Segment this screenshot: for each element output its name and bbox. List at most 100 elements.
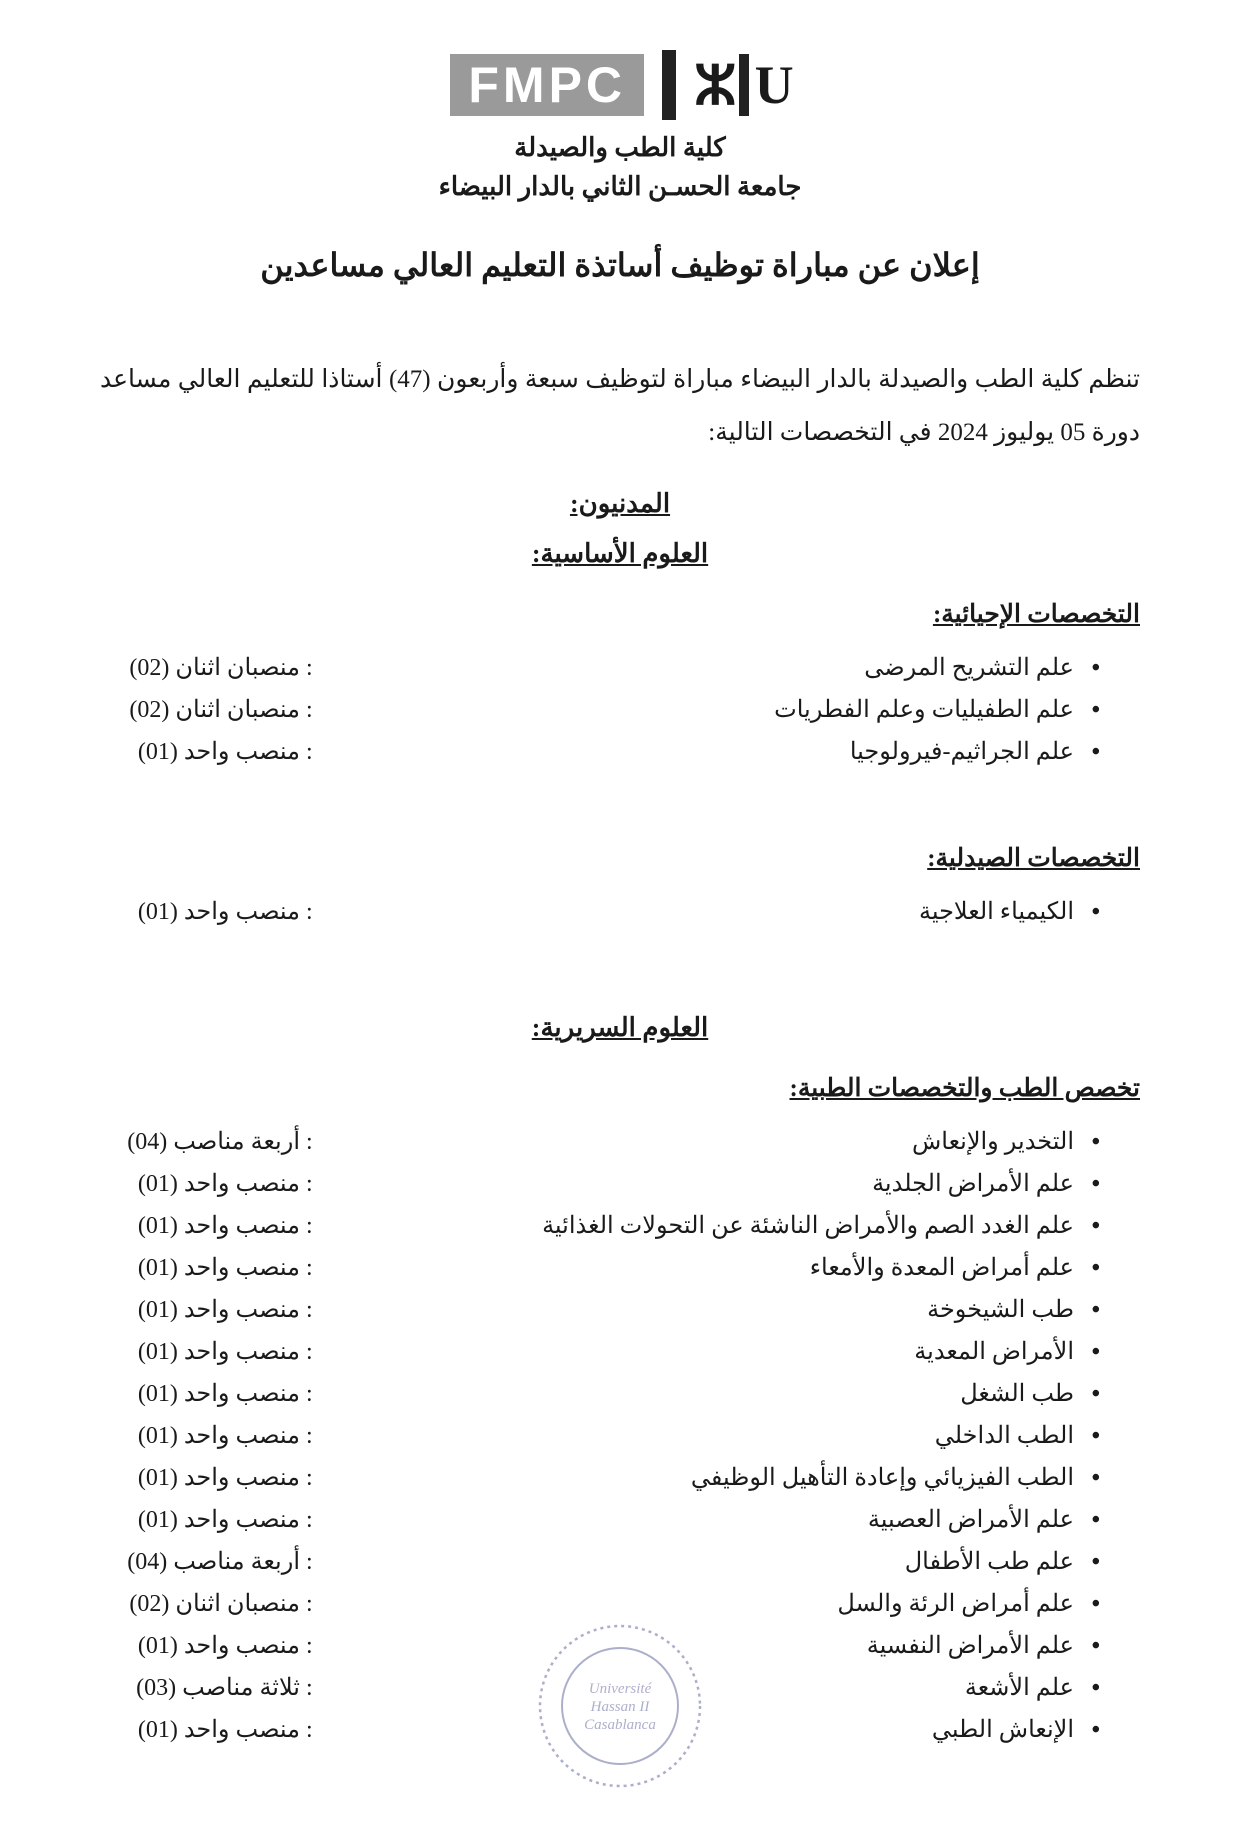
section-med-specs: تخصص الطب والتخصصات الطبية:: [100, 1073, 1140, 1103]
fmpc-logo-box: FMPC: [450, 54, 644, 116]
logo-separator: [662, 50, 676, 120]
logo-glyph-h: ⵣ: [694, 54, 733, 117]
bullet-icon: •: [1074, 1709, 1100, 1751]
colon: :: [300, 1331, 321, 1373]
spec-label: الأمراض المعدية: [321, 1331, 1074, 1373]
spec-label: علم أمراض الرئة والسل: [321, 1583, 1074, 1625]
list-item: •علم الأمراض الجلدية:منصب واحد (01): [100, 1163, 1140, 1205]
list-item: •طب الشغل:منصب واحد (01): [100, 1373, 1140, 1415]
spec-label: علم التشريح المرضى: [321, 647, 1074, 689]
colon: :: [300, 1121, 321, 1163]
list-item: •التخدير والإنعاش:أربعة مناصب (04): [100, 1121, 1140, 1163]
spec-label: طب الشيخوخة: [321, 1289, 1074, 1331]
announcement-title: إعلان عن مباراة توظيف أساتذة التعليم الع…: [100, 246, 1140, 284]
spec-label: الطب الفيزيائي وإعادة التأهيل الوظيفي: [321, 1457, 1074, 1499]
spec-label: علم الأمراض العصبية: [321, 1499, 1074, 1541]
bullet-icon: •: [1074, 1205, 1100, 1247]
spec-count: منصب واحد (01): [100, 891, 300, 933]
bullet-icon: •: [1074, 891, 1100, 933]
spec-label: التخدير والإنعاش: [321, 1121, 1074, 1163]
bullet-icon: •: [1074, 1583, 1100, 1625]
colon: :: [300, 647, 321, 689]
spec-label: علم الغدد الصم والأمراض الناشئة عن التحو…: [321, 1205, 1074, 1247]
bullet-icon: •: [1074, 1667, 1100, 1709]
colon: :: [300, 731, 321, 773]
list-item: •علم أمراض الرئة والسل:منصبان اثنان (02): [100, 1583, 1140, 1625]
spec-count: منصب واحد (01): [100, 1625, 300, 1667]
list-item: •الأمراض المعدية:منصب واحد (01): [100, 1331, 1140, 1373]
spec-label: طب الشغل: [321, 1373, 1074, 1415]
section-pharm-specs: التخصصات الصيدلية:: [100, 843, 1140, 873]
spec-count: أربعة مناصب (04): [100, 1121, 300, 1163]
spec-label: علم الأمراض الجلدية: [321, 1163, 1074, 1205]
bio-spec-list: •علم التشريح المرضى:منصبان اثنان (02)•عل…: [100, 647, 1140, 773]
spec-count: منصب واحد (01): [100, 1163, 300, 1205]
bullet-icon: •: [1074, 1499, 1100, 1541]
colon: :: [300, 1583, 321, 1625]
colon: :: [300, 1415, 321, 1457]
bullet-icon: •: [1074, 1163, 1100, 1205]
colon: :: [300, 1247, 321, 1289]
spec-label: الكيمياء العلاجية: [321, 891, 1074, 933]
institution-block: كلية الطب والصيدلة جامعة الحسـن الثاني ب…: [100, 128, 1140, 206]
list-item: •علم الغدد الصم والأمراض الناشئة عن التح…: [100, 1205, 1140, 1247]
colon: :: [300, 1163, 321, 1205]
stamp-line1: Université: [589, 1681, 653, 1697]
bullet-icon: •: [1074, 1457, 1100, 1499]
spec-label: علم الجراثيم-فيرولوجيا: [321, 731, 1074, 773]
bullet-icon: •: [1074, 1373, 1100, 1415]
spec-label: علم الطفيليات وعلم الفطريات: [321, 689, 1074, 731]
logo-glyph-u: U: [755, 54, 790, 116]
institution-line1: كلية الطب والصيدلة: [100, 128, 1140, 167]
colon: :: [300, 1289, 321, 1331]
section-basic-sciences: العلوم الأساسية:: [100, 539, 1140, 569]
list-item: •الطب الداخلي:منصب واحد (01): [100, 1415, 1140, 1457]
colon: :: [300, 1205, 321, 1247]
bullet-icon: •: [1074, 1541, 1100, 1583]
bullet-icon: •: [1074, 1415, 1100, 1457]
bullet-icon: •: [1074, 1247, 1100, 1289]
spec-count: منصب واحد (01): [100, 1415, 300, 1457]
list-item: •علم أمراض المعدة والأمعاء:منصب واحد (01…: [100, 1247, 1140, 1289]
pharm-spec-list: •الكيمياء العلاجية:منصب واحد (01): [100, 891, 1140, 933]
spec-count: أربعة مناصب (04): [100, 1541, 300, 1583]
list-item: •علم الجراثيم-فيرولوجيا:منصب واحد (01): [100, 731, 1140, 773]
stamp-line2: Hassan II: [590, 1699, 651, 1715]
section-clinical-sciences: العلوم السريرية:: [100, 1013, 1140, 1043]
colon: :: [300, 891, 321, 933]
bullet-icon: •: [1074, 1625, 1100, 1667]
spec-count: منصب واحد (01): [100, 1499, 300, 1541]
colon: :: [300, 1541, 321, 1583]
list-item: •علم الطفيليات وعلم الفطريات:منصبان اثنا…: [100, 689, 1140, 731]
colon: :: [300, 1709, 321, 1751]
section-civilians: المدنيون:: [100, 489, 1140, 519]
stamp-line3: Casablanca: [584, 1717, 656, 1733]
spec-label: علم طب الأطفال: [321, 1541, 1074, 1583]
bullet-icon: •: [1074, 1121, 1100, 1163]
official-stamp: Université Hassan II Casablanca: [535, 1621, 705, 1791]
colon: :: [300, 1499, 321, 1541]
list-item: •طب الشيخوخة:منصب واحد (01): [100, 1289, 1140, 1331]
section-bio-specs: التخصصات الإحيائية:: [100, 599, 1140, 629]
spec-count: منصب واحد (01): [100, 1331, 300, 1373]
spec-count: منصب واحد (01): [100, 731, 300, 773]
colon: :: [300, 1667, 321, 1709]
institution-line2: جامعة الحسـن الثاني بالدار البيضاء: [100, 167, 1140, 206]
spec-count: منصب واحد (01): [100, 1457, 300, 1499]
bullet-icon: •: [1074, 1331, 1100, 1373]
colon: :: [300, 1625, 321, 1667]
spec-count: منصب واحد (01): [100, 1289, 300, 1331]
bullet-icon: •: [1074, 731, 1100, 773]
bullet-icon: •: [1074, 647, 1100, 689]
header-logo-row: U ⵣ FMPC: [100, 50, 1140, 120]
spec-count: منصبان اثنان (02): [100, 1583, 300, 1625]
list-item: •الطب الفيزيائي وإعادة التأهيل الوظيفي:م…: [100, 1457, 1140, 1499]
list-item: •علم الأمراض العصبية:منصب واحد (01): [100, 1499, 1140, 1541]
spec-count: ثلاثة مناصب (03): [100, 1667, 300, 1709]
spec-count: منصبان اثنان (02): [100, 647, 300, 689]
bullet-icon: •: [1074, 1289, 1100, 1331]
spec-count: منصب واحد (01): [100, 1373, 300, 1415]
colon: :: [300, 689, 321, 731]
logo-bar: [739, 54, 749, 116]
spec-label: علم أمراض المعدة والأمعاء: [321, 1247, 1074, 1289]
